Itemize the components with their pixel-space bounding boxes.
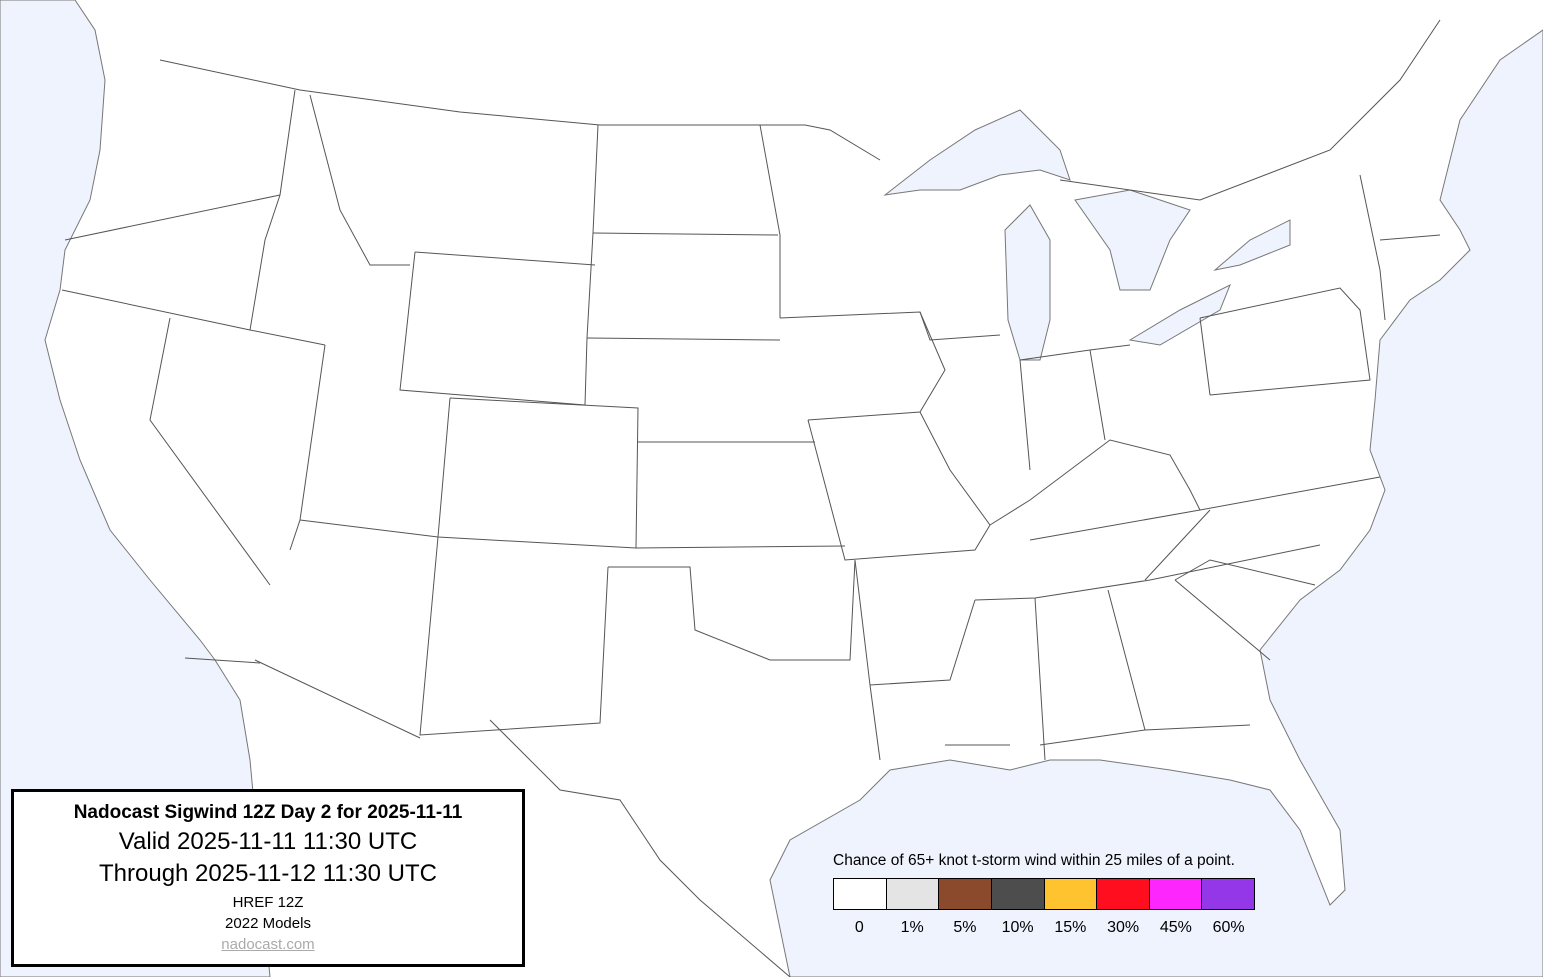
gulf-atlantic [769, 29, 1543, 977]
legend-label: 1% [900, 919, 924, 936]
legend-labels: 0 1% 5% 10% 15% 30% 45% 60% [833, 919, 1255, 937]
legend-swatch [939, 879, 992, 909]
legend-label: 15% [1054, 919, 1087, 936]
valid-time: Valid 2025-11-11 11:30 UTC [118, 828, 418, 855]
legend-color-bar [833, 878, 1255, 910]
pacific-ocean [0, 0, 271, 977]
probability-legend: Chance of 65+ knot t-storm wind within 2… [833, 852, 1273, 937]
state-borders [61, 19, 1441, 977]
forecast-info-box: Nadocast Sigwind 12Z Day 2 for 2025-11-1… [11, 789, 525, 967]
legend-swatch [1149, 879, 1203, 909]
legend-swatch [886, 879, 940, 909]
lake-michigan [1004, 204, 1051, 361]
model-label: HREF 12Z [232, 894, 304, 911]
legend-swatch [991, 879, 1045, 909]
legend-label: 60% [1212, 919, 1245, 936]
legend-label: 0 [854, 919, 864, 936]
through-time: Through 2025-11-12 11:30 UTC [99, 860, 437, 887]
legend-label: 45% [1159, 919, 1192, 936]
lake-ontario [1213, 219, 1291, 271]
legend-label: 10% [1001, 919, 1034, 936]
legend-label: 5% [953, 919, 977, 936]
legend-title: Chance of 65+ knot t-storm wind within 2… [833, 852, 1235, 869]
lake-huron [1074, 189, 1191, 291]
lake-superior [883, 109, 1071, 196]
legend-swatch [1044, 879, 1098, 909]
legend-swatch [1202, 879, 1254, 909]
legend-swatch [1097, 879, 1150, 909]
legend-label: 30% [1107, 919, 1140, 936]
nadocast-link[interactable]: nadocast.com [221, 936, 315, 953]
forecast-title: Nadocast Sigwind 12Z Day 2 for 2025-11-1… [73, 802, 463, 823]
models-year-label: 2022 Models [225, 915, 311, 932]
lake-erie [1128, 283, 1231, 346]
legend-swatch [834, 879, 887, 909]
